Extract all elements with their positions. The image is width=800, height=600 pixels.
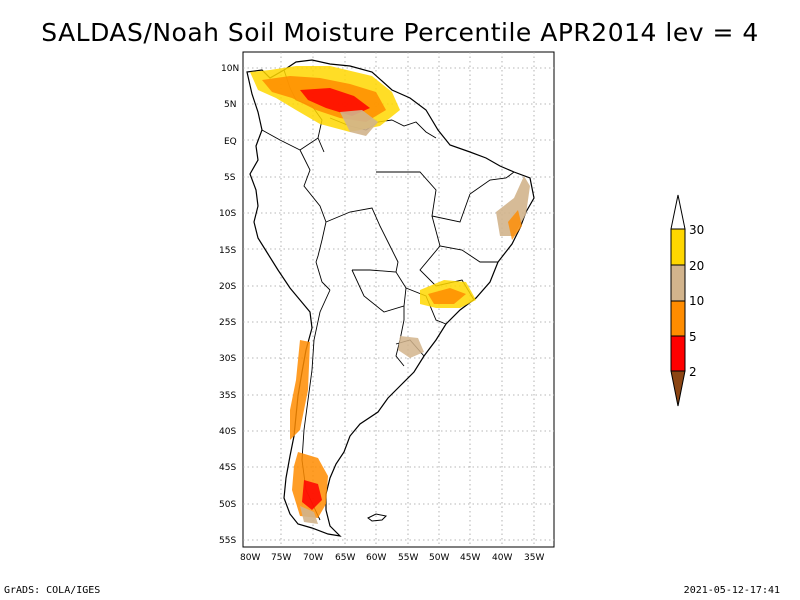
legend-label-10: 10 xyxy=(689,294,704,308)
border-bolivia-chile xyxy=(315,261,331,291)
continent-outline xyxy=(246,59,535,537)
lon-label-65w: 65W xyxy=(335,553,355,563)
lat-label-30s: 30S xyxy=(219,354,236,364)
color-legend: 30 20 10 5 2 xyxy=(670,194,704,407)
lat-label-55s: 55S xyxy=(219,536,236,546)
patch-north-tan xyxy=(340,110,378,136)
legend-swatch-10-20 xyxy=(670,264,686,302)
legend-label-5: 5 xyxy=(689,330,697,344)
lon-label-40w: 40W xyxy=(492,553,512,563)
legend-label-30: 30 xyxy=(689,223,704,237)
falkland-islands xyxy=(367,513,388,522)
lon-label-70w: 70W xyxy=(303,553,323,563)
border-bolivia-brazil xyxy=(325,207,399,273)
border-peru-brazil xyxy=(299,149,327,223)
legend-label-2: 2 xyxy=(689,365,697,379)
patch-east-tan xyxy=(496,176,530,236)
border-peru-bolivia xyxy=(315,221,327,263)
lon-label-80w: 80W xyxy=(240,553,260,563)
border-brazil-states-1 xyxy=(376,171,471,223)
patch-east-orange xyxy=(508,210,522,240)
patch-north-red xyxy=(300,88,370,116)
lat-label-5n: 5N xyxy=(224,100,236,110)
lat-label-50s: 50S xyxy=(219,500,236,510)
longitude-labels: 80W 75W 70W 65W 60W 55W 50W 45W 40W 35W xyxy=(240,553,544,563)
lat-label-10s: 10S xyxy=(219,209,236,219)
lon-label-35w: 35W xyxy=(524,553,544,563)
patch-southeast-orange xyxy=(428,288,466,304)
lon-label-60w: 60W xyxy=(366,553,386,563)
lat-label-45s: 45S xyxy=(219,463,236,473)
legend-swatch-2-5 xyxy=(670,335,686,372)
border-brazil-states-4 xyxy=(405,287,447,325)
lat-label-15s: 15S xyxy=(219,246,236,256)
border-argentina-uruguay xyxy=(395,319,405,367)
footer-credit: GrADS: COLA/IGES xyxy=(4,585,101,596)
lat-label-40s: 40S xyxy=(219,427,236,437)
percentile-patches xyxy=(250,66,530,524)
lat-label-25s: 25S xyxy=(219,318,236,328)
legend-swatch-20-30 xyxy=(670,228,686,266)
legend-swatch-5-10 xyxy=(670,300,686,337)
map-frame xyxy=(242,51,555,548)
lon-label-75w: 75W xyxy=(271,553,291,563)
lon-label-50w: 50W xyxy=(429,553,449,563)
legend-label-20: 20 xyxy=(689,259,704,273)
grid-lines xyxy=(243,52,554,547)
lat-label-eq: EQ xyxy=(224,137,237,147)
patch-patagonia-red xyxy=(302,480,322,510)
lat-label-20s: 20S xyxy=(219,282,236,292)
footer-timestamp: 2021-05-12-17:41 xyxy=(683,585,780,596)
border-paraguay-argentina xyxy=(351,269,405,320)
border-brazil-states-5 xyxy=(469,171,515,195)
legend-swatch-above-30 xyxy=(670,194,686,230)
lat-label-10n: 10N xyxy=(221,64,239,74)
chart-title: SALDAS/Noah Soil Moisture Percentile APR… xyxy=(41,18,759,47)
patch-patagonia-tan xyxy=(300,506,318,524)
legend-swatch-below-2 xyxy=(670,370,686,407)
patch-parana-tan xyxy=(398,336,424,358)
lat-label-5s: 5S xyxy=(224,173,236,183)
border-bolivia-paraguay xyxy=(352,269,407,307)
border-brazil-states-2 xyxy=(431,215,498,263)
lat-label-35s: 35S xyxy=(219,391,236,401)
lon-label-55w: 55W xyxy=(398,553,418,563)
latitude-labels: 10N 5N EQ 5S 10S 15S 20S 25S 30S 35S 40S… xyxy=(219,64,239,546)
lon-label-45w: 45W xyxy=(460,553,480,563)
patch-chile-orange xyxy=(290,340,310,440)
border-guianas xyxy=(391,119,437,139)
